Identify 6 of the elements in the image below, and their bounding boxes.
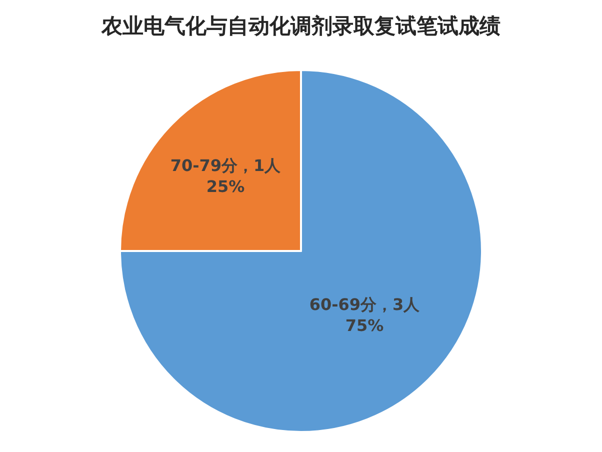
chart-title: 农业电气化与自动化调剂录取复试笔试成绩 — [100, 14, 500, 38]
pie-slice — [119, 69, 483, 433]
data-label: 25% — [206, 176, 245, 196]
slice-label: 70-79分，1人 — [170, 156, 282, 176]
slice-label: 60-69分，3人 — [309, 295, 421, 314]
data-label: 75% — [345, 316, 384, 335]
